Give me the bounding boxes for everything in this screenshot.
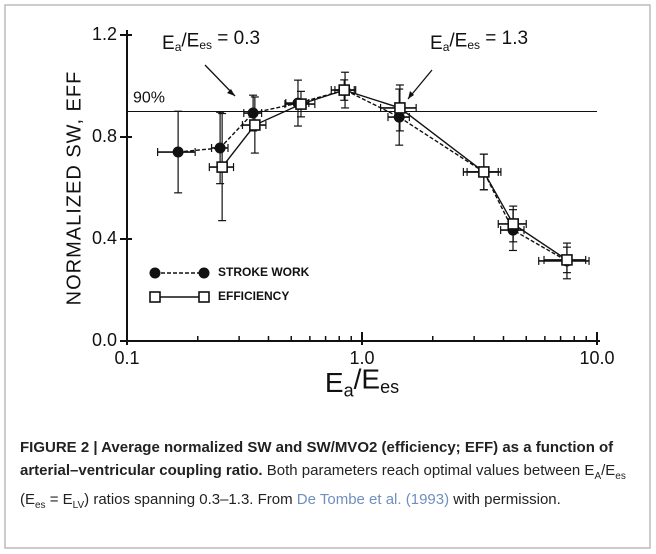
legend-marker bbox=[198, 267, 210, 279]
x-axis-label-part: E bbox=[325, 367, 344, 398]
annotation: Ea/Ees = 0.3 bbox=[162, 28, 260, 54]
caption-text: = E bbox=[45, 491, 73, 508]
arrow-head bbox=[227, 89, 235, 96]
legend-marker bbox=[149, 291, 161, 303]
figure-border bbox=[4, 4, 651, 549]
annotation: Ea/Ees = 1.3 bbox=[430, 28, 528, 54]
legend-marker bbox=[149, 267, 161, 279]
caption-text: es bbox=[615, 471, 626, 482]
annotation-part: = 0.3 bbox=[212, 28, 260, 49]
citation-link[interactable]: De Tombe et al. (1993) bbox=[296, 491, 450, 508]
caption-text: with permission. bbox=[449, 491, 561, 508]
annotation-part: /E bbox=[449, 31, 467, 52]
annotation-part: es bbox=[467, 38, 480, 52]
caption-text: (E bbox=[20, 491, 35, 508]
series-line bbox=[178, 89, 568, 262]
point bbox=[507, 218, 520, 230]
legend-marker bbox=[198, 291, 210, 303]
caption-body: Both parameters reach optimal values bet… bbox=[20, 462, 626, 511]
annotation-part: /E bbox=[181, 31, 199, 52]
point bbox=[394, 102, 406, 114]
x-tick-label: 10.0 bbox=[579, 348, 614, 368]
point bbox=[295, 98, 307, 110]
y-axis-label: NORMALIZED SW, EFF bbox=[63, 71, 85, 306]
caption-label: FIGURE 2 | bbox=[20, 439, 102, 456]
point bbox=[478, 166, 490, 178]
point bbox=[561, 254, 573, 266]
annotation-part: a bbox=[175, 40, 182, 54]
caption-text: Both parameters reach optimal values bet… bbox=[262, 462, 595, 479]
annotation-part: E bbox=[430, 33, 443, 54]
caption-text: ) ratios spanning 0.3–1.3. From bbox=[84, 491, 297, 508]
point bbox=[172, 146, 184, 158]
caption-text: es bbox=[35, 500, 46, 511]
annotation-part: a bbox=[443, 40, 450, 54]
point bbox=[214, 142, 226, 154]
x-axis-label-part: /E bbox=[354, 364, 380, 395]
caption-title: Average normalized SW and SW/MVO2 (effic… bbox=[20, 439, 614, 479]
annotation-part: = 1.3 bbox=[480, 28, 528, 49]
arrow-head bbox=[408, 91, 414, 99]
series-line bbox=[221, 89, 568, 261]
y-tick-label: 1.2 bbox=[92, 24, 117, 44]
x-axis-label-part: a bbox=[344, 380, 355, 400]
x-axis-label: Ea/Ees bbox=[325, 364, 399, 400]
point bbox=[338, 84, 351, 96]
point bbox=[216, 161, 228, 173]
legend-label: STROKE WORK bbox=[218, 265, 310, 279]
point bbox=[393, 111, 405, 123]
reference-label: 90% bbox=[133, 90, 165, 107]
point bbox=[249, 119, 261, 131]
x-tick-label: 0.1 bbox=[114, 348, 139, 368]
y-tick-label: 0.8 bbox=[92, 126, 117, 146]
annotation-part: E bbox=[162, 33, 175, 54]
y-tick-label: 0.4 bbox=[92, 228, 117, 248]
x-axis-label-part: es bbox=[380, 377, 399, 397]
y-tick-label: 0.0 bbox=[92, 330, 117, 350]
caption-text: /E bbox=[601, 462, 616, 479]
x-tick-label: 1.0 bbox=[349, 348, 374, 368]
caption-text: A bbox=[594, 471, 602, 482]
annotation-part: es bbox=[199, 38, 212, 52]
legend-label: EFFICIENCY bbox=[218, 289, 289, 303]
caption: FIGURE 2 | Average normalized SW and SW/… bbox=[20, 436, 640, 517]
point bbox=[247, 107, 259, 119]
caption-text: LV bbox=[72, 500, 85, 511]
